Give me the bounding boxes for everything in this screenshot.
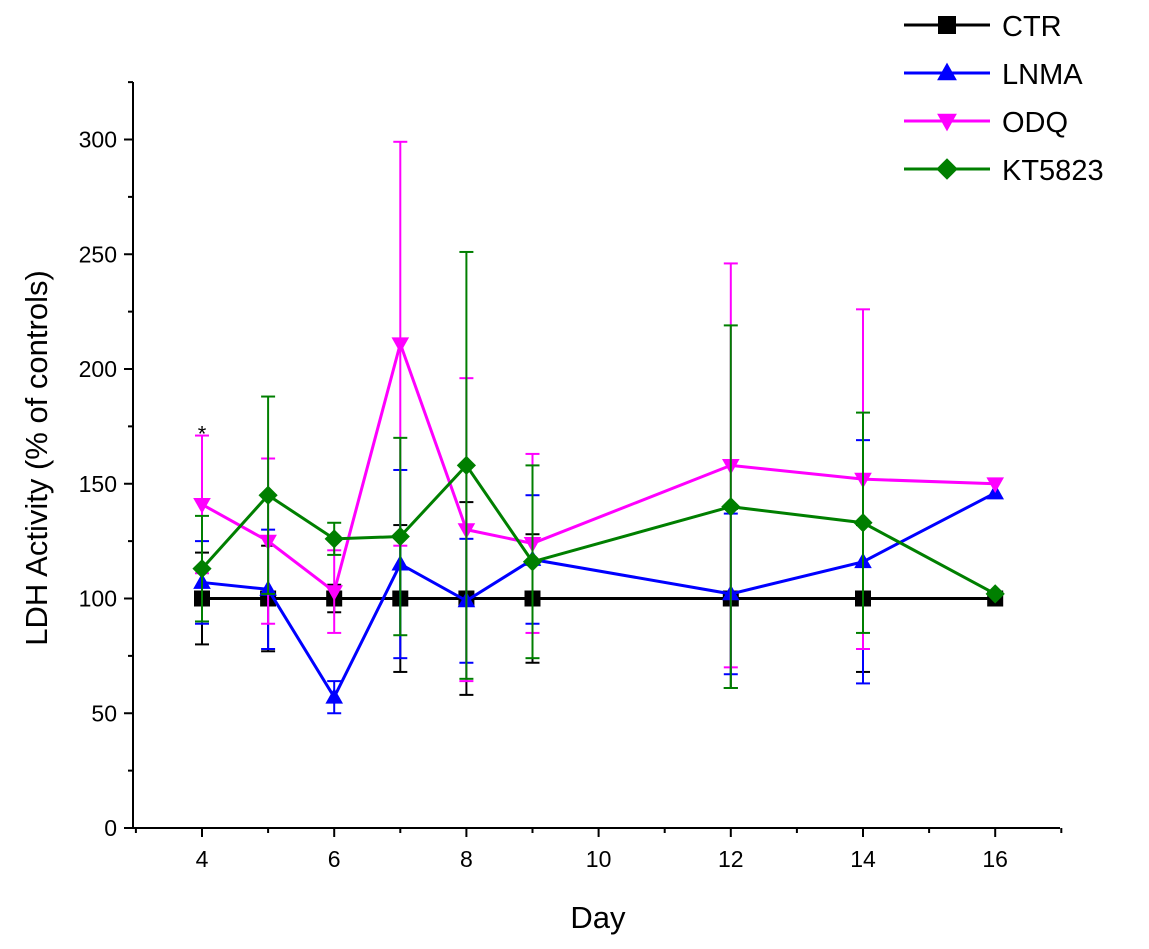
x-tick-label: 10: [586, 846, 612, 872]
y-tick-label: 200: [79, 356, 117, 382]
data-point-lnma: [325, 688, 343, 704]
y-tick-label: 50: [91, 700, 117, 726]
legend-item-ctr: CTR: [904, 11, 1062, 43]
data-point-odq: [392, 337, 410, 353]
data-point-kt5823: [325, 529, 344, 548]
legend-item-odq: ODQ: [904, 107, 1068, 139]
series-kt5823: [192, 252, 1004, 688]
x-tick-label: 4: [196, 846, 209, 872]
x-tick-label: 14: [850, 846, 876, 872]
axes: 0 50 100 150 200 250 300 4 6 8 10 12 14 16: [79, 82, 1062, 872]
legend-marker-lnma: [937, 63, 957, 81]
y-tick-label: 300: [79, 127, 117, 153]
legend-item-lnma: LNMA: [904, 59, 1083, 91]
legend: CTR LNMA ODQ KT5823: [904, 11, 1104, 187]
series-line-lnma: [202, 493, 995, 697]
legend-marker-odq: [937, 114, 957, 132]
legend-label-ctr: CTR: [1002, 11, 1062, 43]
series-line-kt5823: [202, 465, 995, 594]
x-tick-label: 12: [718, 846, 744, 872]
series-layer: [192, 142, 1004, 713]
data-point-odq: [193, 498, 211, 514]
y-tick-label: 250: [79, 241, 117, 267]
x-tick-label: 6: [328, 846, 341, 872]
x-tick-label: 16: [982, 846, 1008, 872]
x-axis-title: Day: [570, 900, 626, 935]
data-point-kt5823: [853, 513, 872, 532]
significance-annotation: *: [198, 421, 207, 446]
y-tick-label: 150: [79, 471, 117, 497]
y-tick-label: 0: [104, 815, 117, 841]
annotation-layer: *: [198, 421, 207, 446]
legend-label-kt5823: KT5823: [1002, 155, 1104, 187]
legend-marker-ctr: [938, 16, 956, 34]
legend-marker-kt5823: [936, 158, 958, 180]
x-tick-label: 8: [460, 846, 473, 872]
data-point-kt5823: [523, 552, 542, 571]
y-axis-title: LDH Activity (% of controls): [19, 270, 54, 646]
y-tick-label: 100: [79, 586, 117, 612]
legend-label-odq: ODQ: [1002, 107, 1068, 139]
data-point-odq: [986, 477, 1004, 493]
legend-label-lnma: LNMA: [1002, 59, 1083, 91]
series-odq: [193, 142, 1004, 681]
legend-item-kt5823: KT5823: [904, 155, 1104, 187]
